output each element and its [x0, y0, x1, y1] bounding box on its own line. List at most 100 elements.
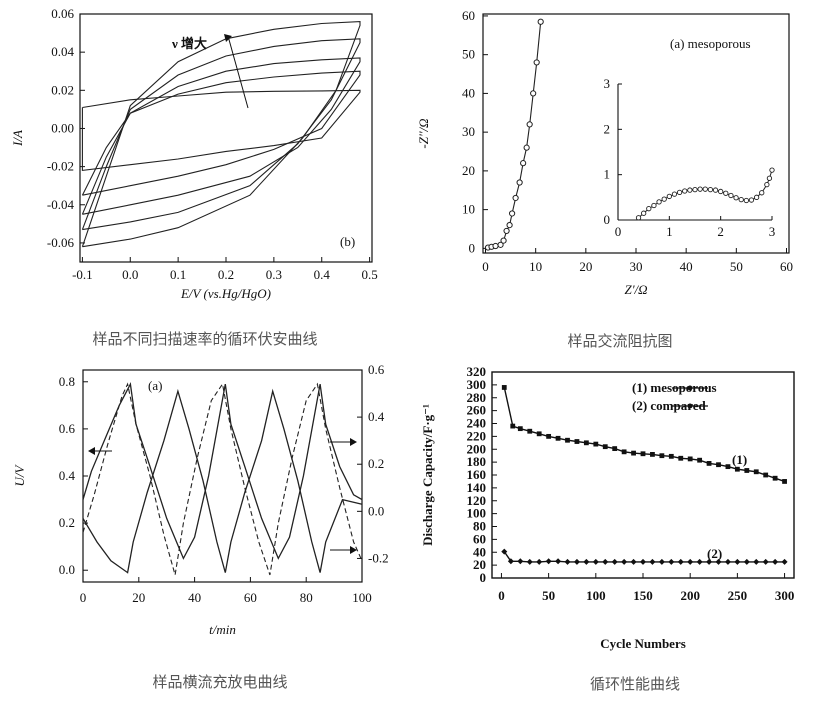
compared-point-17: [658, 558, 665, 565]
inset-point-1: [641, 210, 647, 216]
cv-loop-1: [81, 70, 361, 196]
y-tick-label-2: 40: [473, 544, 486, 559]
potential-curve-dashed: [82, 382, 363, 576]
eis-point-5: [503, 227, 510, 235]
caption-cv: 样品不同扫描速率的循环伏安曲线: [92, 330, 318, 348]
eis-point-13: [530, 90, 537, 97]
inset-point-8: [676, 189, 683, 195]
inset-point-22: [748, 197, 755, 203]
x-tick-label-0: -0.1: [72, 267, 93, 282]
mesoporous-point-1: [510, 423, 516, 429]
inset-y-tick-label-3: 3: [604, 76, 611, 91]
cv-loop-3: [81, 38, 361, 231]
x-tick-label-2: 0.1: [170, 267, 186, 282]
compared-point-27: [753, 558, 760, 565]
compared-point-16: [649, 558, 656, 565]
scan-rate-arrowhead: [224, 34, 232, 42]
mesoporous-point-19: [678, 455, 684, 461]
mesoporous-point-24: [725, 464, 731, 470]
mesoporous-point-23: [716, 462, 721, 468]
compared-point-23: [715, 558, 722, 565]
inset-point-20: [738, 196, 744, 203]
compared-point-12: [611, 558, 618, 565]
x-tick-label-3: 60: [244, 590, 257, 605]
inset-y-tick-label-2: 2: [604, 121, 611, 136]
inset-point-25: [764, 181, 770, 188]
y-tick-label-0: 0.06: [51, 6, 74, 21]
y2-tick-label-1: 0.0: [368, 503, 384, 518]
legend-compared-marker: [687, 403, 693, 409]
y-tick-label-2: 20: [462, 163, 475, 178]
y-tick-label-10: 200: [467, 441, 487, 456]
caption-eis: 样品交流阻抗图: [567, 332, 673, 350]
x-tick-label-6: 60: [780, 259, 793, 274]
y-tick-label-4: 0.8: [59, 374, 75, 389]
compared-point-3: [526, 558, 533, 565]
y-tick-label-6: 120: [467, 493, 487, 508]
y-tick-label-6: -0.06: [47, 235, 75, 250]
mesoporous-point-9: [583, 440, 589, 446]
mesoporous-point-28: [763, 472, 769, 478]
y2-tick-label-0: -0.2: [368, 550, 389, 565]
y-tick-label-1: 0.04: [51, 44, 74, 59]
x-tick-label-0: 0: [498, 588, 505, 603]
x-axis-label: Cycle Numbers: [600, 636, 686, 651]
eis-point-6: [506, 222, 513, 229]
x-tick-label-2: 20: [579, 259, 592, 274]
voltage-curve: [82, 382, 363, 560]
y-tick-label-0: 0.0: [59, 562, 75, 577]
y2-tick-label-2: 0.2: [368, 456, 384, 471]
y-tick-label-13: 260: [467, 403, 487, 418]
y-tick-label-2: 0.4: [59, 468, 76, 483]
y-tick-label-3: 60: [473, 531, 486, 546]
x-tick-label-4: 80: [300, 590, 313, 605]
y-tick-label-15: 300: [467, 377, 487, 392]
compared-point-0: [501, 548, 508, 555]
eis-point-9: [516, 179, 523, 186]
right-axis-arrowhead-bottom: [350, 546, 357, 554]
y-tick-label-8: 160: [467, 467, 487, 482]
mesoporous-point-29: [772, 475, 778, 481]
cv-panel: -0.1 0.0 0.1 0.2 0.3 0.4 0.5 0.06 0.04 0.02 0.00 -0…: [0, 0, 390, 310]
mesoporous-point-21: [697, 457, 703, 463]
y-tick-label-1: 0.2: [59, 515, 75, 530]
inset-point-18: [728, 192, 734, 199]
mesoporous-point-3: [527, 428, 533, 434]
mesoporous-point-18: [668, 453, 674, 459]
y-axis-label: U/V: [12, 463, 27, 486]
compared-point-1: [507, 558, 514, 565]
y2-tick-label-3: 0.4: [368, 409, 385, 424]
eis-point-2: [492, 242, 499, 250]
mesoporous-point-11: [602, 444, 608, 450]
y-tick-label-5: 50: [462, 47, 475, 62]
y-tick-label-11: 220: [467, 428, 487, 443]
panel-label: (a): [148, 378, 162, 393]
compared-point-5: [545, 558, 552, 565]
x-tick-label-1: 0.0: [122, 267, 138, 282]
x-tick-label-0: 0: [80, 590, 87, 605]
inset-point-13: [702, 186, 708, 192]
inset-point-2: [646, 206, 652, 212]
inset-y-tick-label-1: 1: [604, 167, 611, 182]
eis-point-3: [497, 241, 504, 248]
x-tick-label-2: 40: [188, 590, 201, 605]
mesoporous-point-5: [546, 433, 552, 439]
mesoporous-point-2: [517, 426, 523, 432]
inset-x-tick-label-1: 1: [666, 224, 673, 239]
eis-point-15: [537, 18, 544, 25]
mesoporous-point-15: [640, 451, 646, 457]
y-tick-label-3: 0.6: [59, 421, 76, 436]
y-tick-label-5: 100: [467, 506, 487, 521]
inset-point-11: [692, 186, 698, 193]
scan-rate-arrow: [227, 35, 249, 109]
right-axis-arrowhead-top: [350, 438, 357, 446]
y-tick-label-4: 40: [462, 85, 475, 100]
eis-point-11: [523, 144, 530, 151]
inset-point-23: [753, 194, 760, 200]
compared-point-15: [640, 558, 646, 565]
compared-point-22: [706, 558, 713, 565]
mesoporous-point-22: [706, 461, 712, 466]
x-tick-label-0: 0: [482, 259, 489, 274]
x-axis-label: E/V (vs.Hg/HgO): [180, 286, 271, 301]
x-tick-label-5: 0.4: [314, 267, 331, 282]
